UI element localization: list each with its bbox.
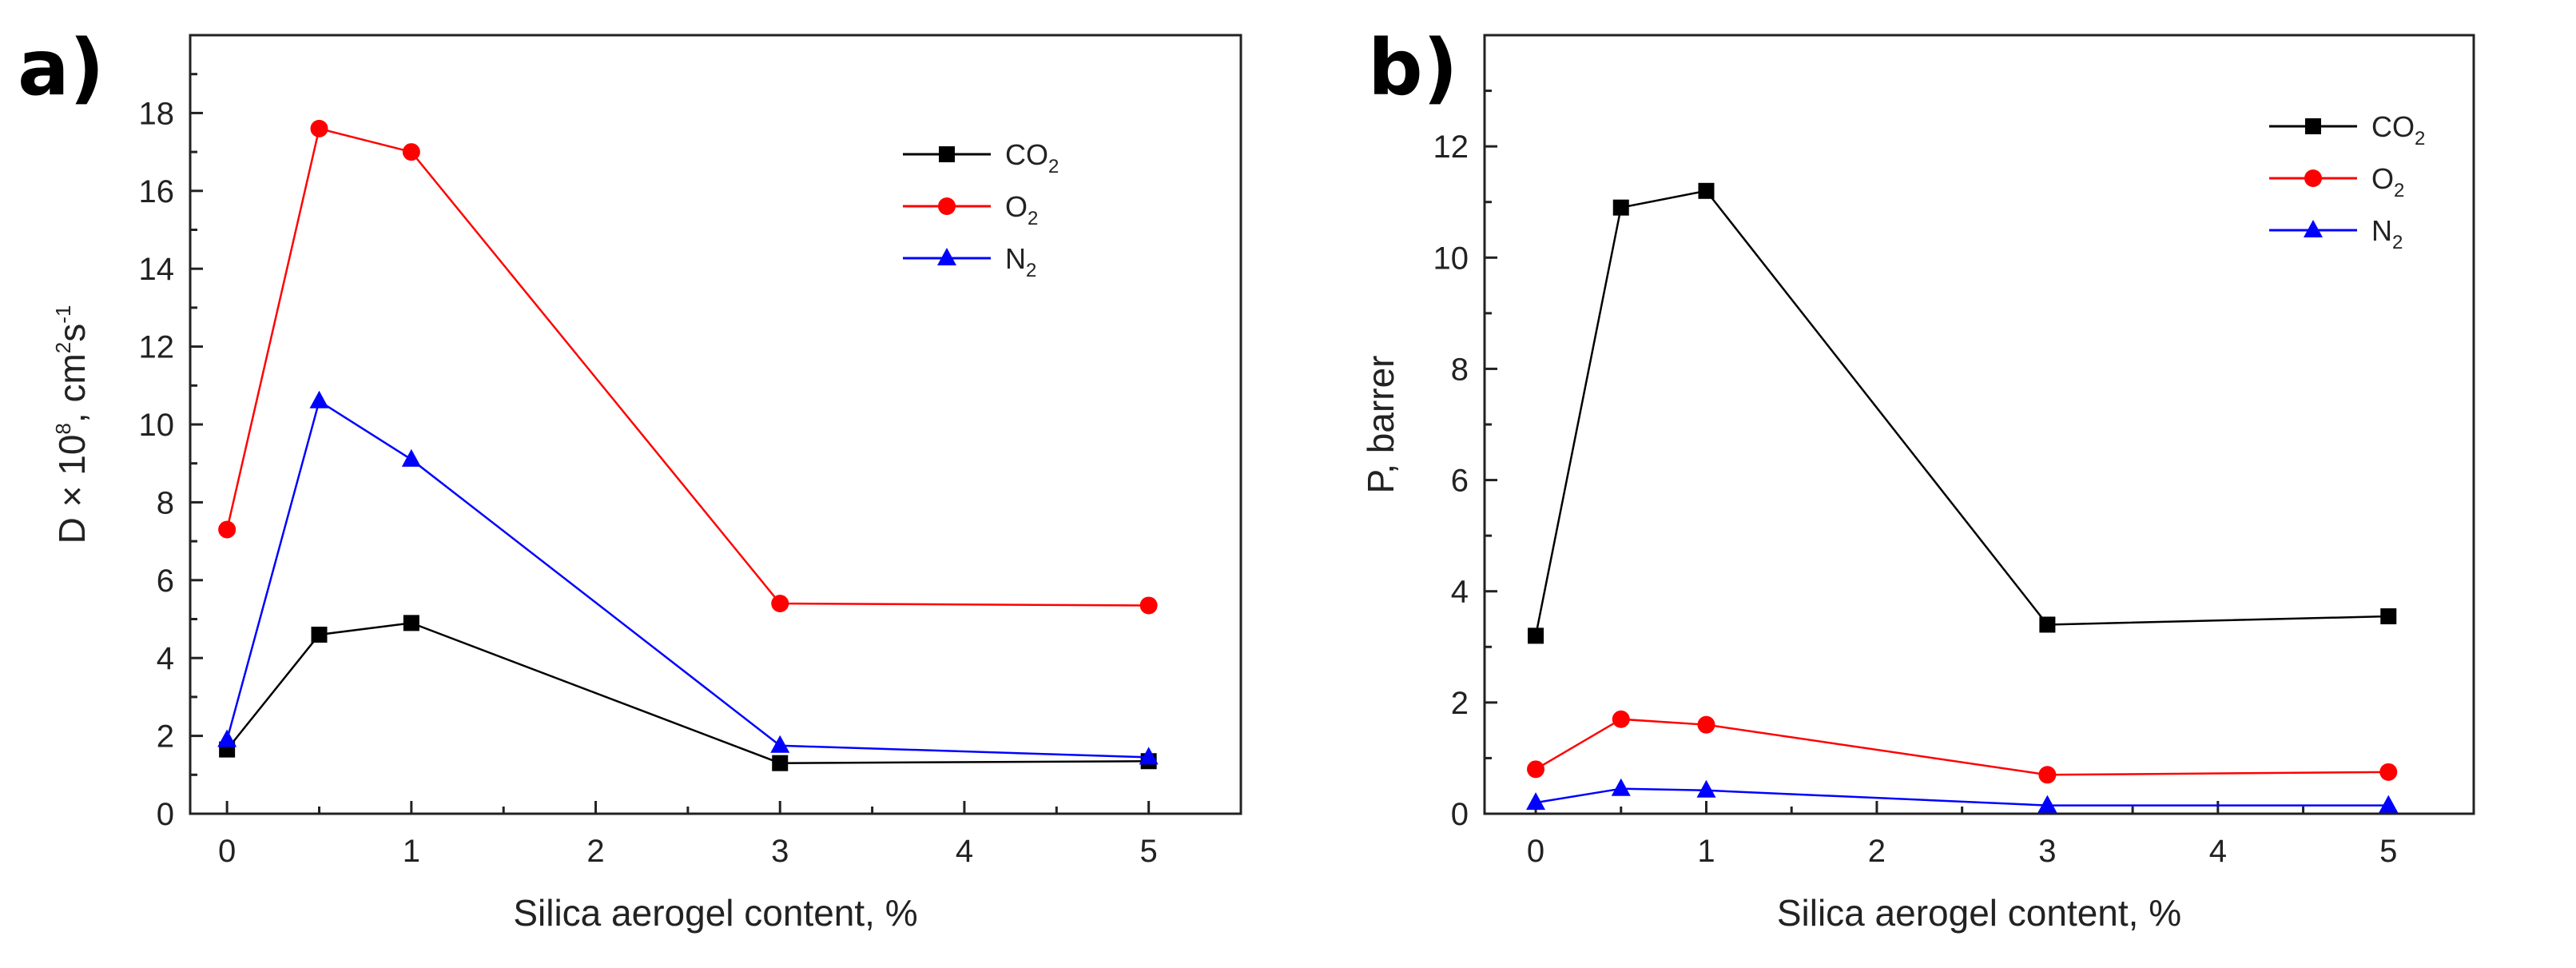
y-tick-label: 14 (139, 252, 175, 287)
panel-label: b) (1368, 23, 1458, 113)
data-point-n2 (1139, 747, 1159, 765)
x-tick-label: 5 (1140, 834, 1158, 869)
y-tick-label: 2 (1451, 686, 1469, 721)
y-tick-label: 8 (1451, 352, 1469, 387)
y-tick-label: 10 (1433, 241, 1469, 276)
data-point-n2 (770, 735, 790, 753)
y-tick-label: 2 (157, 719, 174, 755)
x-tick-label: 3 (2038, 834, 2056, 869)
x-tick-label: 5 (2379, 834, 2397, 869)
y-tick-label: 10 (139, 408, 175, 443)
data-point-n2 (217, 729, 237, 747)
y-tick-label: 16 (139, 174, 175, 209)
x-tick-label: 0 (218, 834, 236, 869)
data-point-co2 (403, 615, 419, 631)
y-tick-label: 12 (1433, 129, 1469, 165)
legend-marker (2305, 118, 2321, 134)
y-tick-label: 0 (157, 797, 174, 832)
plot-frame (1483, 34, 2475, 815)
data-point-co2 (1698, 182, 1715, 199)
y-tick-label: 0 (1451, 797, 1469, 832)
plot-frame (189, 34, 1242, 815)
legend-marker (938, 197, 956, 215)
y-tick-label: 6 (1451, 464, 1469, 499)
data-point-n2 (401, 448, 421, 467)
y-tick-label: 6 (157, 564, 174, 599)
legend-label: O2 (2371, 162, 2404, 201)
legend-label: CO2 (1005, 138, 1059, 177)
series-line-n2 (1535, 787, 2389, 807)
data-point-o2 (2379, 763, 2398, 781)
x-axis-label: Silica aerogel content, % (1777, 892, 2181, 934)
y-axis-label: D × 108, cm2s-1 (51, 305, 93, 544)
data-point-n2 (2379, 795, 2399, 813)
data-point-co2 (311, 626, 328, 643)
x-tick-label: 0 (1527, 834, 1544, 869)
series-line-n2 (225, 399, 1149, 759)
y-tick-label: 12 (139, 330, 175, 365)
data-point-n2 (309, 390, 329, 408)
y-tick-label: 4 (157, 641, 174, 676)
y-tick-label: 8 (157, 485, 174, 520)
legend-marker (939, 146, 955, 162)
data-point-co2 (2039, 616, 2056, 633)
data-point-o2 (218, 520, 237, 539)
data-point-o2 (1139, 596, 1158, 615)
data-point-o2 (1527, 760, 1545, 779)
y-tick-label: 4 (1451, 575, 1469, 610)
y-axis-label: P, barrer (1360, 355, 1401, 493)
data-point-co2 (1528, 627, 1544, 644)
x-tick-label: 2 (1868, 834, 1886, 869)
data-point-co2 (2380, 608, 2397, 625)
data-point-n2 (1696, 779, 1716, 798)
data-point-o2 (771, 595, 789, 613)
data-point-co2 (1612, 199, 1629, 216)
data-point-o2 (310, 119, 328, 137)
data-point-n2 (1526, 792, 1546, 811)
legend-label: N2 (1005, 242, 1036, 281)
legend-marker (2304, 220, 2323, 237)
data-point-o2 (1697, 715, 1715, 734)
x-tick-label: 2 (586, 834, 604, 869)
legend-label: N2 (2371, 214, 2403, 253)
x-tick-label: 4 (2209, 834, 2227, 869)
series-line-co2 (226, 622, 1149, 764)
data-point-co2 (772, 755, 789, 771)
data-point-n2 (2037, 795, 2057, 813)
x-axis-label: Silica aerogel content, % (513, 892, 917, 934)
y-tick-label: 18 (139, 96, 175, 131)
legend-marker (2304, 169, 2322, 187)
x-tick-label: 4 (956, 834, 973, 869)
legend-label: CO2 (2371, 110, 2425, 149)
series-line-co2 (1534, 189, 2389, 636)
x-tick-label: 1 (403, 834, 420, 869)
series-line-o2 (1535, 718, 2389, 776)
data-point-n2 (1611, 778, 1631, 796)
legend-marker (937, 248, 956, 265)
panel-label: a) (18, 23, 105, 113)
legend-label: O2 (1005, 190, 1038, 229)
x-tick-label: 3 (771, 834, 789, 869)
data-point-o2 (402, 143, 420, 161)
x-tick-label: 1 (1697, 834, 1715, 869)
data-point-o2 (2038, 766, 2057, 784)
data-point-o2 (1612, 710, 1630, 728)
